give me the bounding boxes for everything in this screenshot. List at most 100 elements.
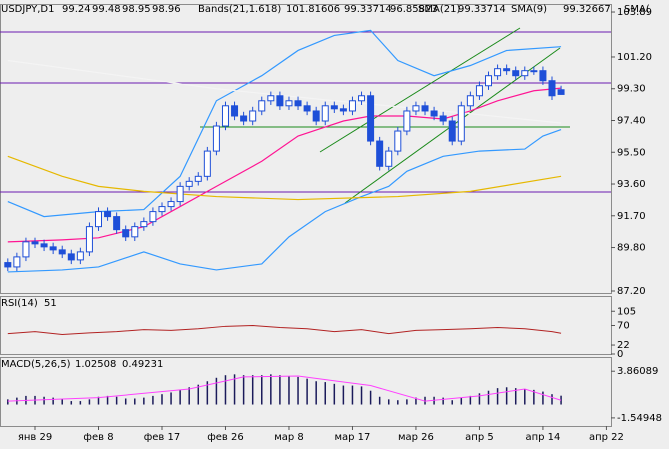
macd-bar <box>233 374 236 405</box>
macd-bar <box>215 377 218 405</box>
candle-body <box>104 211 112 218</box>
candle-body <box>394 130 402 152</box>
x-tick-label: апр 22 <box>589 432 624 443</box>
macd-bar <box>279 375 281 405</box>
macd-bar <box>179 389 181 405</box>
signal-line <box>7 375 562 402</box>
macd-bar <box>387 399 390 405</box>
y-tick-label: 99.30 <box>617 84 646 95</box>
candle-body <box>40 243 48 248</box>
x-tick-label: апр 14 <box>525 432 560 443</box>
header-text: 96.85823 <box>390 4 438 15</box>
macd-bar <box>197 384 200 405</box>
macd-bar <box>297 376 299 405</box>
candle-body <box>530 70 538 73</box>
macd-bar <box>79 401 82 405</box>
candle-body <box>122 229 130 238</box>
candle-body <box>285 100 293 107</box>
macd-bar <box>115 396 118 405</box>
indicator-line <box>7 87 562 243</box>
macd-bar <box>242 375 245 405</box>
candle-body <box>67 253 75 261</box>
y-tick-label: 93.60 <box>617 179 646 190</box>
y-tick-label: 3.86089 <box>617 366 658 377</box>
channel-line <box>319 27 521 153</box>
candle-body <box>494 68 502 77</box>
macd-bar <box>460 397 463 405</box>
macd-bar <box>369 390 372 405</box>
candle-body <box>4 262 12 268</box>
candle-body <box>348 100 356 112</box>
y-tick-label: 89.80 <box>617 243 646 254</box>
y-tick-label: 101.20 <box>617 52 652 63</box>
macd-bar <box>88 399 91 405</box>
x-tick-label: фев 26 <box>207 432 244 443</box>
macd-bar <box>188 387 190 405</box>
y-tick-label: 105 <box>617 306 636 317</box>
candle-body <box>149 211 157 223</box>
candle-body <box>303 105 311 112</box>
candle-body <box>358 95 366 102</box>
header-text: 99.48 <box>92 4 121 15</box>
candle-body <box>539 70 547 82</box>
candle-body <box>76 251 84 261</box>
candle-body <box>140 221 148 228</box>
header-text: 101.81606 <box>286 4 340 15</box>
panel-title: MACD(5,26,5) <box>1 359 71 370</box>
macd-bar <box>261 375 263 405</box>
header-text: 99.33714 <box>458 4 506 15</box>
y-tick-label: 70 <box>617 321 630 332</box>
macd-bar <box>43 396 45 405</box>
y-tick-label: -1.54948 <box>617 413 662 424</box>
macd-bar <box>542 391 544 405</box>
candle-body <box>221 105 229 127</box>
macd-bar <box>496 388 499 405</box>
candle-body <box>13 256 21 268</box>
candle-body <box>267 95 275 102</box>
macd-panel <box>0 357 612 427</box>
macd-bar <box>143 397 145 405</box>
indicator-line <box>7 155 562 201</box>
macd-bar <box>397 400 399 405</box>
y-tick-label: 91.70 <box>617 211 646 222</box>
panel-value: 51 <box>44 298 57 309</box>
macd-bar <box>342 385 345 405</box>
macd-bar <box>306 378 308 405</box>
candle-body <box>31 241 39 245</box>
candle-body <box>95 211 102 228</box>
candle-body <box>376 140 384 167</box>
header-text: SMA(21) <box>418 4 460 15</box>
macd-bar <box>224 375 227 405</box>
macd-bar <box>106 395 109 405</box>
candle-body <box>485 75 493 87</box>
macd-bar <box>551 394 553 405</box>
macd-bar <box>288 376 290 405</box>
candle-body <box>176 185 184 203</box>
macd-bar <box>324 382 326 405</box>
x-tick-label: фев 8 <box>83 432 113 443</box>
y-tick-label: 97.40 <box>617 116 646 127</box>
candle-body <box>466 95 474 107</box>
header-text: 99.33714 <box>344 4 392 15</box>
panel-title: RSI(14) <box>1 298 38 309</box>
candle-body <box>113 216 121 231</box>
macd-bar <box>487 390 490 405</box>
indicator-line <box>7 29 562 218</box>
header-text: 99.32667 <box>563 4 611 15</box>
candle-body <box>240 115 248 122</box>
x-tick-label: мар 26 <box>398 432 434 443</box>
candle-body <box>439 115 447 122</box>
candle-body <box>339 108 347 112</box>
candle-body <box>512 70 520 77</box>
candle-body <box>22 241 30 258</box>
candle-body <box>276 95 284 107</box>
macd-bar <box>524 388 526 405</box>
candle-body <box>475 85 483 97</box>
macd-bar <box>152 395 154 405</box>
macd-bar <box>442 397 444 405</box>
candle-body <box>321 105 329 122</box>
macd-bar <box>333 383 336 405</box>
macd-bar <box>97 396 100 405</box>
macd-bar <box>270 374 272 405</box>
header-text: SMA( <box>624 4 650 15</box>
